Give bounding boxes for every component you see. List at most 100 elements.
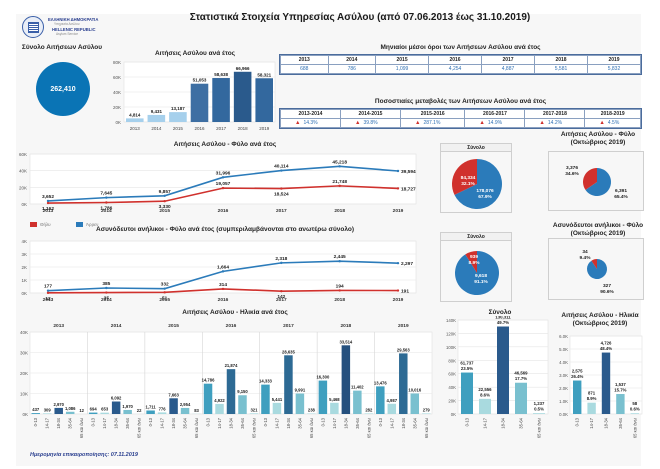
age-month-title: Αιτήσεις Ασύλου - Ηλικία (Οκτώβριος 2019) <box>561 312 639 327</box>
coat-of-arms-icon <box>22 16 44 38</box>
x-tick-label: 2014 <box>101 297 112 303</box>
bar-label: 130,311 <box>495 316 511 320</box>
x-tick-label: 35-64 <box>519 417 524 428</box>
bar-label-2017: 58,638 <box>214 72 228 77</box>
monthly-avg-header-2015: 2015 <box>375 55 430 65</box>
x-tick-label: 65 και άνω <box>79 417 84 438</box>
x-tick-label: 2015 <box>159 297 170 303</box>
bar-label: 776 <box>159 406 167 411</box>
x-tick-label: 14-17 <box>45 417 50 428</box>
point-label: 18,727 <box>401 186 416 192</box>
point-label: 314 <box>219 282 227 288</box>
bar-pct: 17.7% <box>515 376 527 381</box>
x-tick-label: 2016 <box>218 297 229 303</box>
pie-label-female: 84,334 <box>461 175 476 181</box>
bar-label-2018: 66,966 <box>236 66 250 71</box>
x-tick-label: 2019 <box>259 126 270 131</box>
y-tick-label: 100K <box>446 345 456 350</box>
point <box>338 260 341 263</box>
point-label: 21,748 <box>332 179 347 185</box>
point-label: 51 <box>162 295 168 301</box>
legend-male[interactable]: Άρρεν <box>76 222 98 227</box>
gender-pie-month-title: Αιτήσεις Ασύλου - Φύλο (Οκτώβριος 2019) <box>560 131 636 146</box>
bar-2017-14-17 <box>272 402 282 414</box>
bar-label: 1,086 <box>65 406 76 411</box>
bar-2019-35-64 <box>410 393 420 414</box>
point <box>221 287 225 291</box>
point <box>46 289 50 292</box>
y-tick-label: 60K <box>19 152 27 157</box>
pie-label-male: 6,391 <box>615 188 627 194</box>
point <box>396 289 400 292</box>
y-tick-label: 60K <box>113 75 121 80</box>
bar-label: 309 <box>44 407 52 412</box>
x-tick-label: 18-34 <box>501 417 506 428</box>
bar-2016-65 και άνω <box>249 413 259 414</box>
x-tick-label: 0-13 <box>465 417 470 426</box>
bar-label: 2,575 <box>572 369 583 374</box>
monthly-avg-header-2014: 2014 <box>327 55 377 65</box>
minors-pie-month-title: Ασυνόδευτοι ανήλικοι - Φύλο (Οκτώβριος 20… <box>552 222 644 237</box>
point <box>280 289 283 293</box>
y-tick-label: 10K <box>20 392 28 397</box>
x-tick-label: 2014 <box>151 126 162 131</box>
legend-female-swatch <box>30 222 37 227</box>
bar-2015-0-13 <box>146 410 155 414</box>
point <box>46 201 50 205</box>
x-tick-label: 14-17 <box>160 417 165 428</box>
bar-label: 4,726 <box>601 341 612 346</box>
bar-label: 12 <box>79 408 84 413</box>
bar-2014-14-17 <box>100 412 109 414</box>
legend-male-swatch <box>76 222 83 227</box>
point-label: 40,114 <box>274 164 289 170</box>
bar-2018 <box>233 71 252 122</box>
bar-35-64 <box>616 394 625 414</box>
bar-label: 694 <box>90 407 98 412</box>
group-label-2014: 2014 <box>111 323 122 329</box>
bar-label-2014: 9,431 <box>151 109 163 114</box>
y-tick-label: 5.0K <box>559 347 568 352</box>
bar-2019-18-34 <box>399 353 408 414</box>
pie-slice-female <box>591 259 597 269</box>
x-tick-label: 35-64 <box>68 417 73 428</box>
point <box>46 291 50 295</box>
yearly-bar-chart: 0K 20K 40K 60K 80K 4,814 2013 9,431 2014 13,187 20… <box>113 60 276 131</box>
bar-2018-18-34 <box>341 345 351 414</box>
x-tick-label: 18-34 <box>229 417 234 428</box>
bar-label: 238 <box>308 408 316 413</box>
point-label: 3,652 <box>42 194 54 200</box>
bar-2015-14-17 <box>157 412 167 414</box>
bar-2018-0-13 <box>318 380 328 414</box>
bar-label: 16,300 <box>316 375 329 380</box>
legend-female[interactable]: Θήλυ <box>30 222 51 227</box>
pie-label-male: 327 <box>603 283 611 289</box>
monthly-avg-value-2014: 786 <box>327 64 377 74</box>
minors-line-chart: 0K 1K 2K 3K 4K 2013 2014 2015 2016 2017 2018 2019 17… <box>21 239 417 303</box>
bar-65 και άνω <box>533 413 545 414</box>
bar-label: 28,635 <box>282 349 295 354</box>
group-label-2015: 2015 <box>168 323 179 329</box>
x-tick-label: 2019 <box>393 208 404 214</box>
x-tick-label: 35-64 <box>183 417 188 428</box>
pie-slice-male <box>454 159 502 209</box>
y-tick-label: 20K <box>448 399 456 404</box>
triangle-up-icon: ▲ <box>295 120 301 126</box>
monthly-avg-value-2013: 688 <box>280 64 329 74</box>
bar-2018-65 και άνω <box>364 413 374 414</box>
point-label: 7,645 <box>100 191 112 197</box>
group-label-2016: 2016 <box>226 323 237 329</box>
pct-change-header-2014-2015: 2014-2015 <box>340 109 401 119</box>
bar-14-17 <box>479 398 491 414</box>
y-tick-label: 40K <box>113 90 121 95</box>
x-tick-label: 2015 <box>159 208 170 214</box>
x-tick-label: 65 και άνω <box>424 417 429 438</box>
y-tick-label: 0K <box>451 412 456 417</box>
bar-label: 321 <box>250 407 258 412</box>
legend-male-label: Άρρεν <box>86 222 99 227</box>
monthly-avg-header-2019: 2019 <box>587 55 641 65</box>
point-label: 1,786 <box>100 206 112 212</box>
x-tick-label: 2013 <box>43 208 54 214</box>
